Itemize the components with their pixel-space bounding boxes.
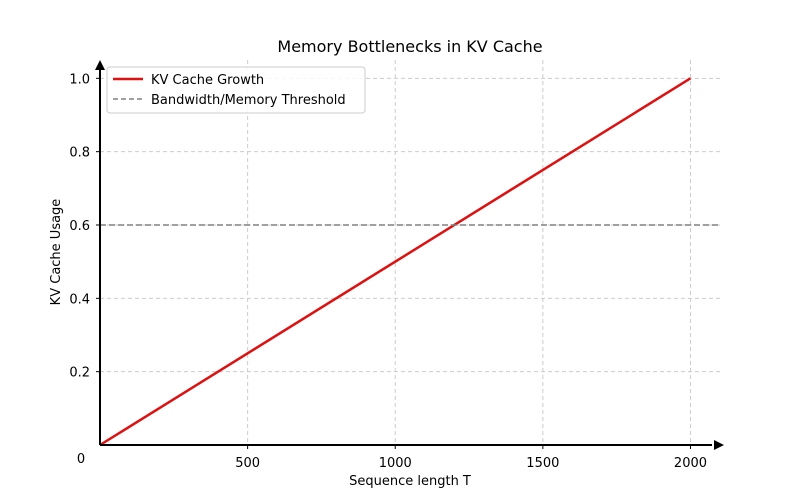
x-axis-label: Sequence length T bbox=[349, 474, 471, 489]
legend-label-kv-cache-growth: KV Cache Growth bbox=[151, 73, 264, 88]
x-tick-label-500: 500 bbox=[235, 456, 260, 471]
origin-label: 0 bbox=[77, 452, 85, 467]
x-tick-label-2000: 2000 bbox=[674, 456, 707, 471]
x-tick-label-1500: 1500 bbox=[526, 456, 559, 471]
series-layer bbox=[99, 77, 720, 447]
chart-title: Memory Bottlenecks in KV Cache bbox=[277, 37, 542, 56]
y-tick-label-0.6: 0.6 bbox=[69, 219, 90, 234]
y-tick-label-0.8: 0.8 bbox=[69, 146, 90, 161]
legend: KV Cache Growth Bandwidth/Memory Thresho… bbox=[106, 66, 366, 114]
y-axis-label: KV Cache Usage bbox=[49, 199, 64, 306]
ticks-layer: 500 1000 1500 2000 0.2 0.4 0.6 0.8 1.0 bbox=[69, 72, 707, 471]
x-axis-arrow bbox=[714, 440, 724, 450]
axes-layer bbox=[95, 60, 724, 450]
legend-label-threshold: Bandwidth/Memory Threshold bbox=[151, 93, 346, 108]
y-tick-label-1: 1.0 bbox=[69, 72, 90, 87]
y-tick-label-0.2: 0.2 bbox=[69, 366, 90, 381]
y-tick-label-0.4: 0.4 bbox=[69, 292, 90, 307]
x-tick-label-1000: 1000 bbox=[379, 456, 412, 471]
legend-box bbox=[106, 66, 366, 114]
y-axis-arrow bbox=[95, 60, 105, 70]
series-line-kv-cache-growth bbox=[99, 77, 692, 447]
